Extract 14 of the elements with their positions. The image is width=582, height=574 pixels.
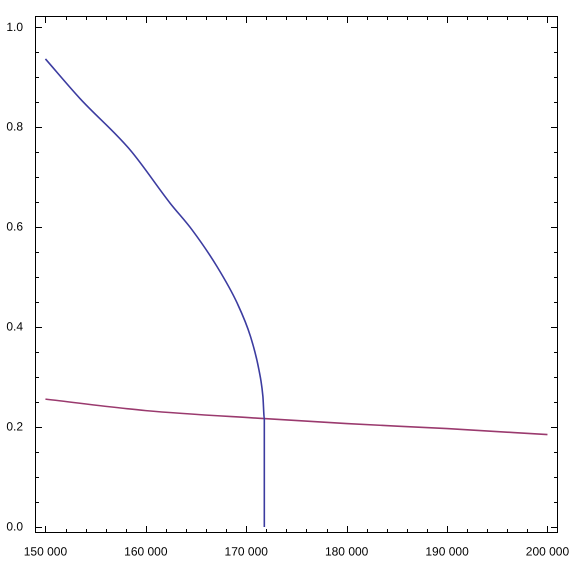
- y-tick-label: 0.4: [6, 320, 24, 334]
- x-tick-label: 190 000: [425, 544, 470, 559]
- line-series: [44, 58, 266, 528]
- y-tick-label: 0.6: [6, 220, 24, 234]
- x-tick-label: 200 000: [526, 544, 570, 559]
- y-tick-label: 0.8: [6, 120, 24, 134]
- y-tick-label: 0.2: [6, 419, 24, 434]
- x-tick-label: 170 000: [224, 544, 268, 559]
- line-series: [44, 398, 548, 436]
- x-tick-label: 150 000: [24, 544, 68, 559]
- x-tick-label: 180 000: [324, 544, 369, 559]
- y-tick-label: 1.0: [6, 20, 24, 34]
- y-tick-label: 0.0: [6, 519, 24, 534]
- x-tick-label: 160 000: [124, 544, 168, 559]
